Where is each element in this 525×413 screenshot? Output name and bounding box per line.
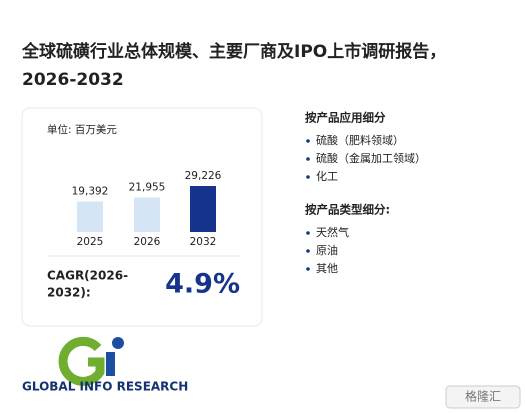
title-line: 2026-2032 [22,70,124,90]
segment-heading: 按产品应用细分 [305,111,386,125]
bullet [306,249,310,253]
cagr-value: 4.9% [165,269,240,300]
cagr-label: CAGR(2026- [47,269,128,283]
bar [190,186,216,232]
bullet [306,267,310,271]
segment-item: 天然气 [316,225,349,239]
unit-label: 单位: 百万美元 [47,123,117,136]
segment-item: 硫酸（金属加工领域） [316,151,426,165]
bullet [306,175,310,179]
value-label: 19,392 [72,185,109,197]
value-label: 29,226 [185,170,222,182]
bullet [306,231,310,235]
category-label: 2032 [190,236,217,248]
segment-item: 化工 [316,169,338,183]
badge [445,385,521,409]
bar [134,197,160,232]
segment-item: 硫酸（肥料领域） [316,133,404,147]
bar [77,201,103,232]
logo-text: GLOBAL INFO RESEARCH [22,380,188,394]
segment-item: 原油 [316,243,338,257]
category-label: 2025 [77,236,104,248]
category-label: 2026 [134,236,161,248]
title-line: 全球硫磺行业总体规模、主要厂商及IPO上市调研报告， [21,41,446,62]
logo [58,336,124,386]
segment-heading: 按产品类型细分: [305,203,390,217]
logo-i [106,352,115,376]
bullet [306,157,310,161]
logo-dot [112,337,124,349]
cagr-label: 2032): [47,286,91,300]
logo-g [58,336,105,386]
bullet [306,139,310,143]
badge-text: 格隆汇 [465,389,501,404]
segment-item: 其他 [316,262,338,275]
value-label: 21,955 [129,181,166,193]
